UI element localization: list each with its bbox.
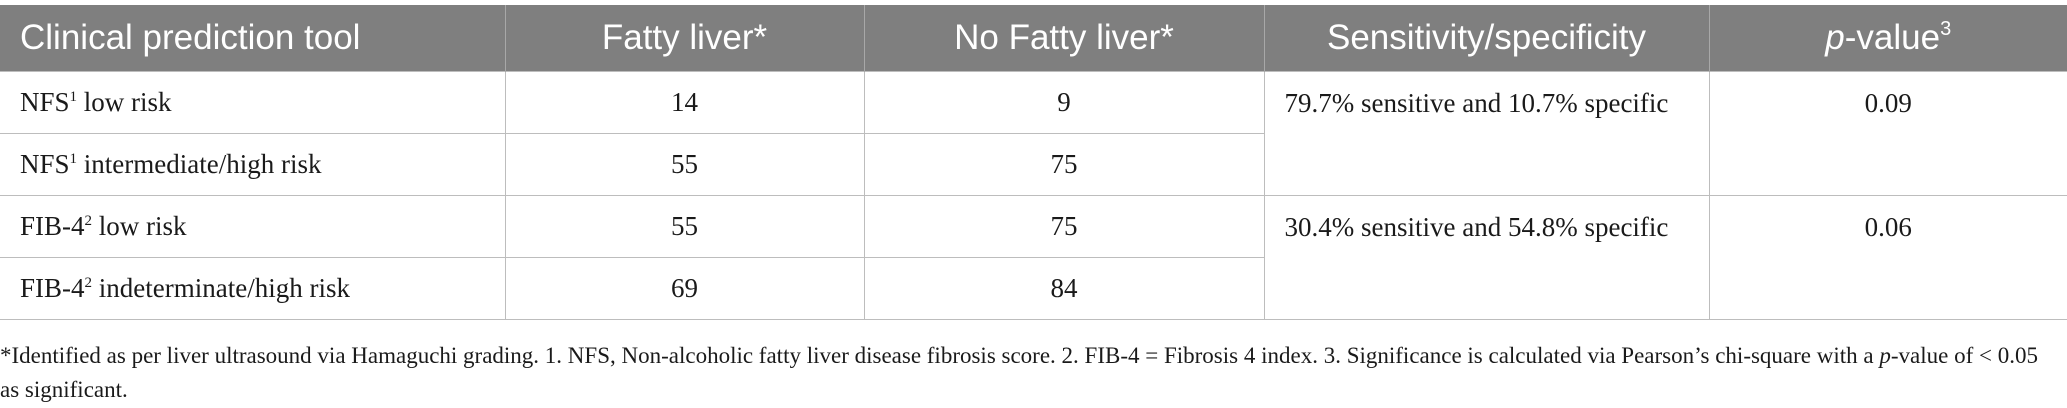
cell-tool: FIB-42 low risk: [0, 195, 506, 258]
tool-name: NFS: [20, 87, 70, 117]
tool-risk: low risk: [77, 87, 172, 117]
header-no-fatty-liver: No Fatty liver*: [863, 5, 1264, 72]
header-p-value: p-value3: [1708, 5, 2067, 72]
table-body: NFS1 low risk 14 9 79.7% sensitive and 1…: [0, 71, 2067, 320]
tool-footnote-marker: 1: [69, 89, 78, 105]
cell-fatty-liver: 69: [504, 257, 865, 320]
cell-tool: FIB-42 indeterminate/high risk: [0, 257, 506, 320]
header-fatty-liver: Fatty liver*: [504, 5, 864, 72]
cell-no-fatty-liver: 9: [863, 71, 1265, 134]
cell-tool: NFS1 intermediate/high risk: [0, 133, 506, 196]
header-p-value-footnote-marker: 3: [1940, 18, 1952, 40]
tool-footnote-marker: 2: [84, 213, 93, 229]
table-header: Clinical prediction tool Fatty liver* No…: [0, 5, 2067, 72]
tool-footnote-marker: 2: [84, 275, 93, 291]
tool-risk: indeterminate/high risk: [92, 273, 350, 303]
footnote-text: *Identified as per liver ultrasound via …: [0, 343, 1880, 368]
prediction-tool-table: Clinical prediction tool Fatty liver* No…: [0, 5, 2067, 320]
table-row: FIB-42 low risk 55 75 30.4% sensitive an…: [0, 195, 2067, 320]
header-sensitivity-specificity: Sensitivity/specificity: [1263, 5, 1709, 72]
header-clinical-prediction-tool: Clinical prediction tool: [0, 5, 505, 72]
header-p-italic: p: [1825, 18, 1845, 57]
tool-name: FIB-4: [20, 211, 85, 241]
tool-risk: intermediate/high risk: [77, 149, 322, 179]
header-row: Clinical prediction tool Fatty liver* No…: [0, 5, 2067, 72]
table-footnote: *Identified as per liver ultrasound via …: [0, 339, 2040, 407]
footnote-text-end: -value of < 0.05 as significant.: [0, 343, 2038, 402]
footnote-p-italic: p: [1879, 343, 1891, 368]
cell-p-value: 0.09: [1708, 71, 2067, 196]
cell-sensitivity-specificity: 30.4% sensitive and 54.8% specific: [1263, 195, 1710, 320]
cell-no-fatty-liver: 75: [863, 195, 1265, 258]
cell-fatty-liver: 14: [504, 71, 865, 134]
cell-sensitivity-specificity: 79.7% sensitive and 10.7% specific: [1263, 71, 1710, 196]
cell-fatty-liver: 55: [504, 133, 865, 196]
cell-no-fatty-liver: 75: [863, 133, 1265, 196]
tool-risk: low risk: [92, 211, 187, 241]
cell-fatty-liver: 55: [504, 195, 865, 258]
cell-tool: NFS1 low risk: [0, 71, 506, 134]
tool-footnote-marker: 1: [69, 151, 78, 167]
cell-no-fatty-liver: 84: [863, 257, 1265, 320]
table-row: FIB-42 indeterminate/high risk 69 84: [0, 257, 2067, 320]
table-wrapper: Clinical prediction tool Fatty liver* No…: [0, 5, 2067, 320]
tool-name: FIB-4: [20, 273, 85, 303]
tool-name: NFS: [20, 149, 70, 179]
table-row: NFS1 low risk 14 9 79.7% sensitive and 1…: [0, 71, 2067, 196]
header-p-value-text: -value: [1844, 18, 1941, 57]
cell-p-value: 0.06: [1708, 195, 2067, 320]
